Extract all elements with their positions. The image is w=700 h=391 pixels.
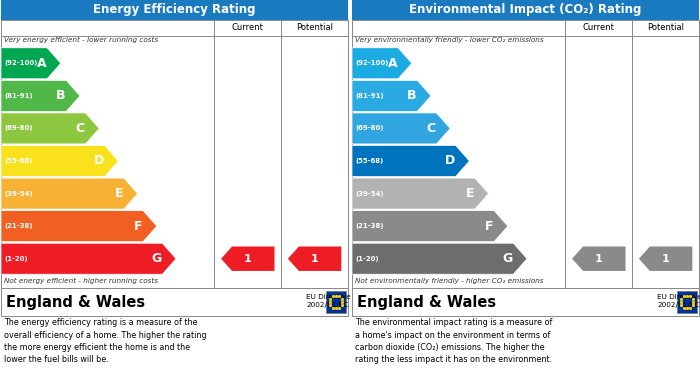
Text: B: B	[407, 90, 416, 102]
Text: 1: 1	[662, 254, 669, 264]
Text: EU Directive
2002/91/EC: EU Directive 2002/91/EC	[657, 294, 700, 308]
Polygon shape	[352, 211, 508, 242]
Text: C: C	[76, 122, 85, 135]
Polygon shape	[352, 145, 470, 176]
Polygon shape	[352, 178, 489, 209]
Text: (55-68): (55-68)	[4, 158, 32, 164]
Polygon shape	[352, 113, 450, 144]
Text: Potential: Potential	[296, 23, 333, 32]
Polygon shape	[288, 246, 342, 271]
Polygon shape	[1, 178, 138, 209]
Text: England & Wales: England & Wales	[6, 296, 145, 310]
Text: B: B	[56, 90, 65, 102]
Bar	[1, 288, 348, 316]
Text: D: D	[93, 154, 104, 167]
Text: (21-38): (21-38)	[4, 223, 32, 229]
Polygon shape	[1, 243, 176, 274]
Text: (92-100): (92-100)	[4, 60, 37, 66]
Polygon shape	[639, 246, 692, 271]
Text: Current: Current	[232, 23, 264, 32]
Text: England & Wales: England & Wales	[357, 296, 496, 310]
Text: (81-91): (81-91)	[355, 93, 384, 99]
Text: (55-68): (55-68)	[355, 158, 384, 164]
Bar	[352, 20, 699, 288]
Text: (1-20): (1-20)	[4, 256, 27, 262]
Text: D: D	[444, 154, 455, 167]
Text: (1-20): (1-20)	[355, 256, 379, 262]
Text: Energy Efficiency Rating: Energy Efficiency Rating	[93, 4, 256, 16]
Polygon shape	[352, 81, 431, 111]
Text: (92-100): (92-100)	[355, 60, 388, 66]
Text: (69-80): (69-80)	[4, 126, 32, 131]
Polygon shape	[1, 81, 80, 111]
Text: (39-54): (39-54)	[4, 190, 33, 197]
Text: (21-38): (21-38)	[355, 223, 384, 229]
Bar	[1, 0, 348, 20]
Text: A: A	[387, 57, 397, 70]
Polygon shape	[1, 145, 118, 176]
Bar	[352, 288, 699, 316]
Bar	[352, 0, 699, 20]
Text: (81-91): (81-91)	[4, 93, 33, 99]
Bar	[677, 291, 697, 313]
Text: (39-54): (39-54)	[355, 190, 384, 197]
Polygon shape	[1, 113, 99, 144]
Text: Not environmentally friendly - higher CO₂ emissions: Not environmentally friendly - higher CO…	[355, 278, 543, 284]
Text: (69-80): (69-80)	[355, 126, 384, 131]
Text: Very energy efficient - lower running costs: Very energy efficient - lower running co…	[4, 37, 158, 43]
Polygon shape	[221, 246, 274, 271]
Polygon shape	[572, 246, 626, 271]
Text: The environmental impact rating is a measure of
a home's impact on the environme: The environmental impact rating is a mea…	[355, 318, 552, 364]
Text: C: C	[426, 122, 435, 135]
Text: Potential: Potential	[647, 23, 684, 32]
Text: G: G	[502, 252, 512, 265]
Text: F: F	[134, 220, 142, 233]
Bar	[1, 20, 348, 288]
Polygon shape	[352, 48, 412, 79]
Text: The energy efficiency rating is a measure of the
overall efficiency of a home. T: The energy efficiency rating is a measur…	[4, 318, 206, 364]
Text: Very environmentally friendly - lower CO₂ emissions: Very environmentally friendly - lower CO…	[355, 37, 544, 43]
Text: 1: 1	[595, 254, 603, 264]
Text: A: A	[36, 57, 46, 70]
Text: 1: 1	[311, 254, 318, 264]
Text: E: E	[114, 187, 123, 200]
Text: Not energy efficient - higher running costs: Not energy efficient - higher running co…	[4, 278, 158, 284]
Bar	[326, 291, 346, 313]
Text: Environmental Impact (CO₂) Rating: Environmental Impact (CO₂) Rating	[410, 4, 642, 16]
Text: G: G	[151, 252, 161, 265]
Text: E: E	[466, 187, 474, 200]
Text: 1: 1	[244, 254, 252, 264]
Text: EU Directive
2002/91/EC: EU Directive 2002/91/EC	[306, 294, 351, 308]
Polygon shape	[1, 48, 61, 79]
Polygon shape	[1, 211, 157, 242]
Text: F: F	[484, 220, 493, 233]
Text: Current: Current	[583, 23, 615, 32]
Polygon shape	[352, 243, 527, 274]
